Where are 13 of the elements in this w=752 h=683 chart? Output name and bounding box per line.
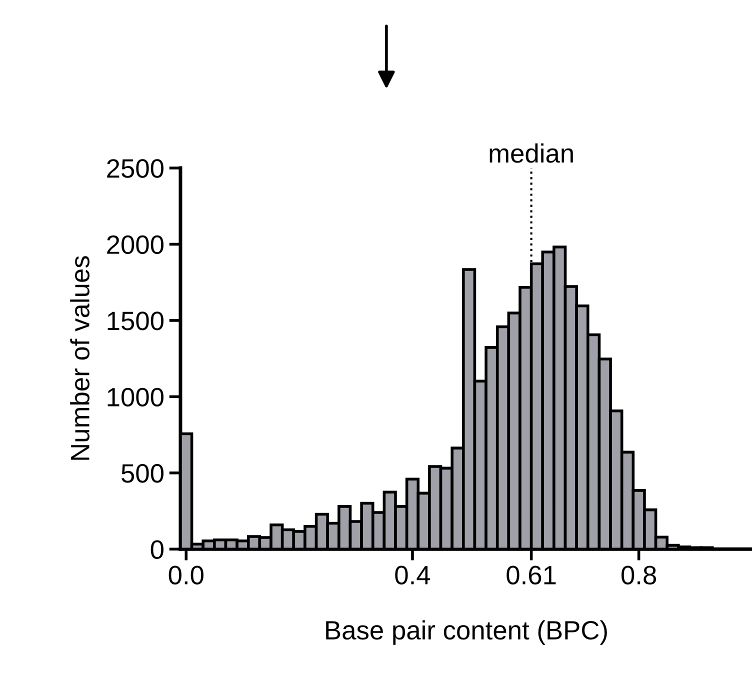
y-tick-label: 0 — [150, 540, 164, 559]
ref-line-label: median — [490, 143, 573, 163]
y-tick-label: 1500 — [108, 312, 164, 330]
x-tick-label: 0.4 — [395, 566, 430, 584]
y-tick-label: 2500 — [107, 159, 164, 178]
y-tick-label: 500 — [122, 464, 164, 483]
x-tick-label: 0.0 — [168, 566, 204, 584]
y-tick-label: 1000 — [108, 388, 164, 407]
y-tick-label: 2000 — [107, 235, 164, 254]
y-axis-title: Number of values — [70, 256, 90, 460]
x-tick-label: 0.61 — [506, 566, 556, 584]
x-tick-label: 0.8 — [622, 566, 656, 584]
x-axis-title: Base pair content (BPC) — [326, 620, 607, 645]
